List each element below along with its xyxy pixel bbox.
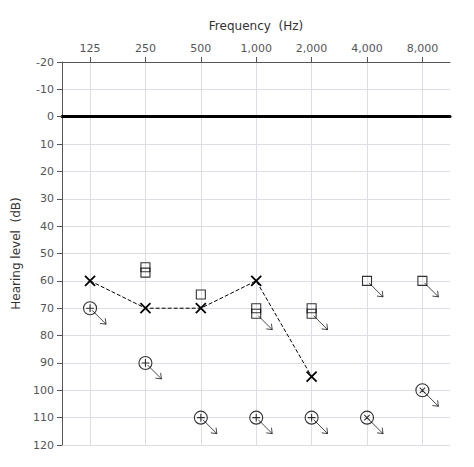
svg-text:8,000: 8,000	[407, 42, 439, 55]
svg-text:70: 70	[40, 302, 54, 315]
svg-text:500: 500	[190, 42, 211, 55]
svg-text:110: 110	[33, 411, 54, 424]
svg-text:250: 250	[135, 42, 156, 55]
svg-text:30: 30	[40, 192, 54, 205]
svg-text:50: 50	[40, 247, 54, 260]
svg-text:1,000: 1,000	[240, 42, 272, 55]
svg-text:20: 20	[40, 165, 54, 178]
svg-text:2,000: 2,000	[296, 42, 328, 55]
svg-text:125: 125	[80, 42, 101, 55]
svg-text:60: 60	[40, 274, 54, 287]
svg-text:80: 80	[40, 329, 54, 342]
svg-text:10: 10	[40, 138, 54, 151]
svg-text:120: 120	[33, 439, 54, 452]
svg-text:4,000: 4,000	[351, 42, 383, 55]
svg-text:Frequency (Hz): Frequency (Hz)	[209, 19, 303, 33]
svg-text:-20: -20	[36, 56, 54, 69]
svg-text:40: 40	[40, 220, 54, 233]
svg-text:-10: -10	[36, 83, 54, 96]
svg-text:Hearing level (dB): Hearing level (dB)	[9, 197, 23, 309]
svg-text:90: 90	[40, 356, 54, 369]
svg-text:100: 100	[33, 384, 54, 397]
svg-text:0: 0	[47, 110, 54, 123]
